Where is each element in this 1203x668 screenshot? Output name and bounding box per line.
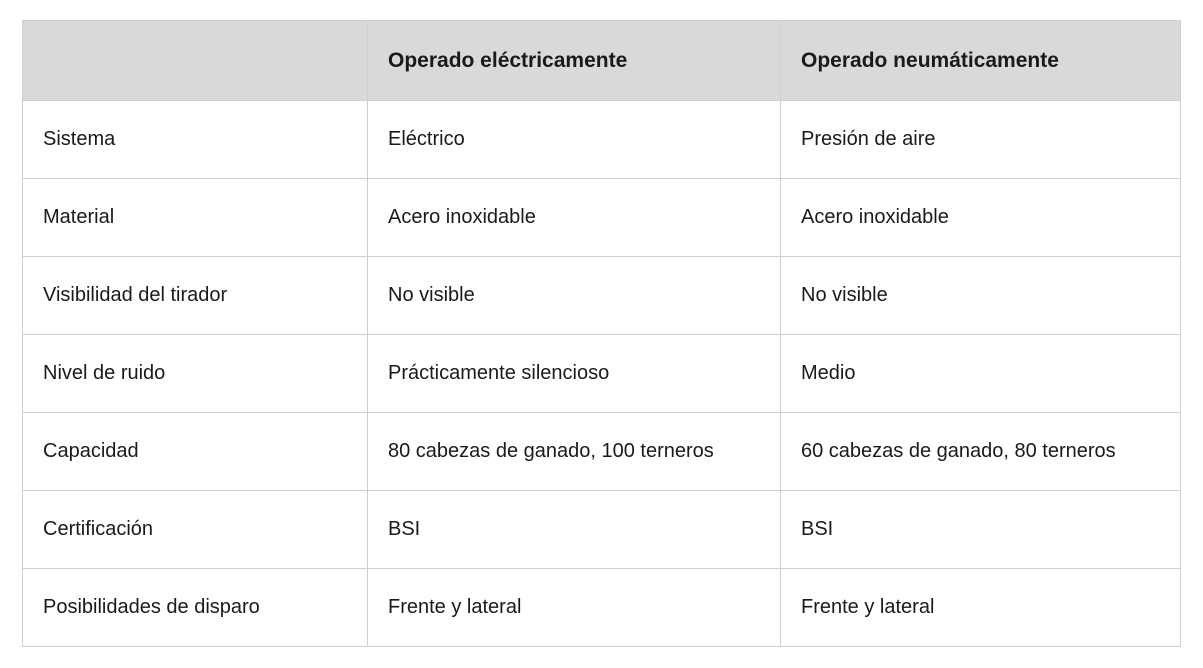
cell-electrical: Frente y lateral [368,569,781,647]
row-label: Material [23,179,368,257]
table-row: Posibilidades de disparo Frente y latera… [23,569,1181,647]
row-label: Sistema [23,101,368,179]
row-label: Posibilidades de disparo [23,569,368,647]
cell-electrical: 80 cabezas de ganado, 100 terneros [368,413,781,491]
cell-electrical: No visible [368,257,781,335]
table-row: Capacidad 80 cabezas de ganado, 100 tern… [23,413,1181,491]
cell-pneumatic: Acero inoxidable [781,179,1181,257]
table-row: Nivel de ruido Prácticamente silencioso … [23,335,1181,413]
row-label: Nivel de ruido [23,335,368,413]
cell-pneumatic: 60 cabezas de ganado, 80 terneros [781,413,1181,491]
table-row: Material Acero inoxidable Acero inoxidab… [23,179,1181,257]
cell-pneumatic: Frente y lateral [781,569,1181,647]
cell-electrical: Prácticamente silencioso [368,335,781,413]
row-label: Certificación [23,491,368,569]
table-row: Visibilidad del tirador No visible No vi… [23,257,1181,335]
row-label: Visibilidad del tirador [23,257,368,335]
cell-electrical: BSI [368,491,781,569]
header-col-electrical: Operado eléctricamente [368,21,781,101]
cell-pneumatic: Presión de aire [781,101,1181,179]
cell-pneumatic: No visible [781,257,1181,335]
header-blank [23,21,368,101]
table-row: Certificación BSI BSI [23,491,1181,569]
table-row: Sistema Eléctrico Presión de aire [23,101,1181,179]
cell-electrical: Acero inoxidable [368,179,781,257]
row-label: Capacidad [23,413,368,491]
cell-electrical: Eléctrico [368,101,781,179]
comparison-table: Operado eléctricamente Operado neumática… [22,20,1181,647]
cell-pneumatic: Medio [781,335,1181,413]
table-header-row: Operado eléctricamente Operado neumática… [23,21,1181,101]
header-col-pneumatic: Operado neumáticamente [781,21,1181,101]
cell-pneumatic: BSI [781,491,1181,569]
